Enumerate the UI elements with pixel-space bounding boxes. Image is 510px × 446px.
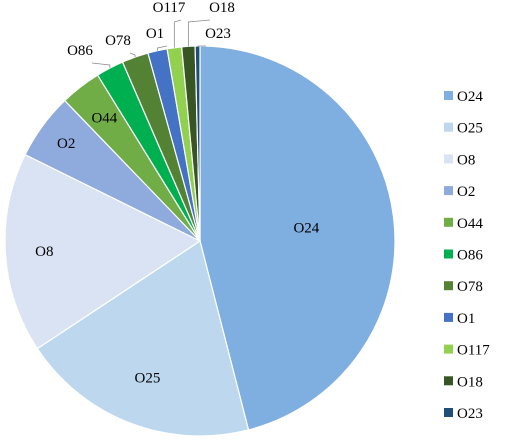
leader-line-o117 bbox=[173, 19, 182, 48]
legend-swatch-o1 bbox=[444, 312, 453, 322]
legend-label-o86: O86 bbox=[457, 248, 483, 264]
legend-label-o8: O8 bbox=[457, 152, 475, 168]
legend-swatch-o8 bbox=[444, 154, 453, 164]
legend-swatch-o78 bbox=[444, 281, 453, 291]
pie-slice-o8 bbox=[4, 153, 202, 350]
leader-lines bbox=[91, 19, 211, 69]
pie-slice-o25 bbox=[36, 240, 250, 437]
legend-swatch-o86 bbox=[444, 249, 453, 259]
slice-label-o25: O25 bbox=[135, 370, 161, 386]
legend-label-o44: O44 bbox=[457, 216, 483, 232]
slice-label-o18: O18 bbox=[209, 0, 235, 16]
legend-swatch-o24 bbox=[444, 91, 453, 100]
leader-line-o86 bbox=[91, 62, 111, 69]
slice-label-o2: O2 bbox=[57, 136, 75, 152]
leader-line-o78 bbox=[129, 52, 136, 58]
legend-label-o117: O117 bbox=[457, 343, 490, 359]
slice-label-o23: O23 bbox=[205, 26, 231, 42]
slice-label-o24: O24 bbox=[293, 221, 319, 237]
slice-label-o78: O78 bbox=[105, 33, 131, 49]
legend-label-o2: O2 bbox=[457, 184, 475, 200]
legend-swatch-o18 bbox=[444, 376, 453, 386]
leader-line-o18 bbox=[187, 19, 211, 47]
legend-swatch-o44 bbox=[444, 217, 453, 227]
pie-slices bbox=[4, 45, 396, 437]
legend-label-o25: O25 bbox=[457, 121, 483, 137]
slice-label-o44: O44 bbox=[91, 111, 117, 127]
legend-swatch-o25 bbox=[444, 122, 453, 132]
legend-label-o1: O1 bbox=[457, 311, 475, 327]
pie-slice-o24 bbox=[199, 45, 396, 431]
legend-label-o18: O18 bbox=[457, 374, 483, 390]
legend-label-o78: O78 bbox=[457, 279, 483, 295]
legend: O24 O25 O8 O2 O44 O86 O78 O1 O117 O18 O23 bbox=[444, 89, 490, 422]
slice-label-o117: O117 bbox=[153, 0, 186, 16]
legend-swatch-o23 bbox=[444, 408, 453, 417]
slice-label-o86: O86 bbox=[67, 43, 93, 59]
legend-label-o23: O23 bbox=[457, 406, 483, 422]
legend-swatch-o2 bbox=[444, 186, 453, 196]
slice-labels: O24 O25 O8 O2 O44 O86 O78 O1 O117 O18 O23 bbox=[35, 0, 320, 386]
slice-label-o8: O8 bbox=[35, 244, 53, 260]
legend-swatch-o117 bbox=[444, 344, 453, 354]
leader-line-o1 bbox=[157, 45, 168, 51]
slice-label-o1: O1 bbox=[146, 26, 164, 42]
legend-label-o24: O24 bbox=[457, 89, 483, 105]
